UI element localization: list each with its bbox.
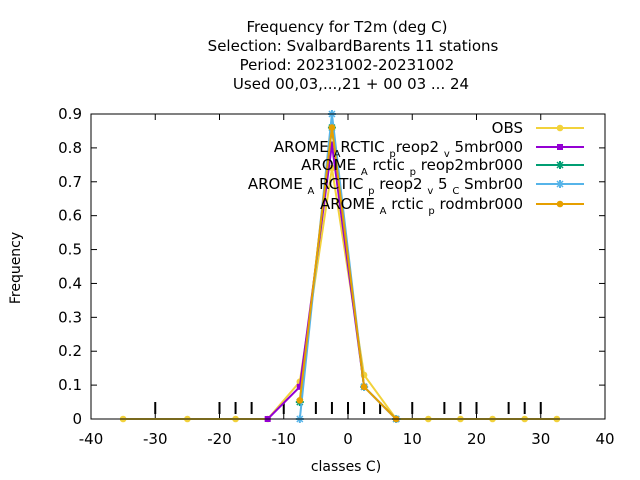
legend-label-part: C [452,186,459,197]
y-tick-label: 0.7 [58,173,82,191]
x-tick-label: -40 [79,430,104,448]
y-tick-label: 0.5 [58,241,82,259]
point-marker [556,161,564,169]
legend-label: AROME A rctic p reop2mbr000 [301,156,523,178]
legend-label: AROME A rctic p rodmbr000 [320,195,523,217]
series-line [298,126,397,420]
y-axis-label: Frequency [8,232,24,304]
legend-item: AROME A rctic p rodmbr000 [320,195,584,217]
chart-title: Frequency for T2m (deg C) Selection: Sva… [208,18,499,93]
point-marker [360,383,368,391]
legend-label-part: A [361,167,368,178]
x-tick-label: -10 [272,430,297,448]
x-tick-label: 10 [403,430,422,448]
legend-label-part: RCTIC [314,175,368,193]
title-line-4: Used 00,03,...,21 + 00 03 ... 24 [233,75,469,93]
legend-label-part: reop2 [374,175,427,193]
legend-label-part: rctic [368,156,410,174]
x-tick-label: -30 [143,430,168,448]
point-marker [556,124,564,132]
legend-label-part: p [368,186,374,197]
legend-item: OBS [492,119,584,137]
x-tick-label: 30 [531,430,550,448]
class-markers [154,402,542,414]
legend-label-part: RCTIC [340,138,389,156]
x-tick-label: 0 [343,430,353,448]
x-tick-label: 20 [467,430,486,448]
legend-label-part: AROME [320,195,380,213]
x-axis-label: classes C) [311,459,381,475]
legend-label-part: 5 [433,175,452,193]
y-tick-label: 0.8 [58,139,82,157]
point-marker [556,200,564,208]
legend-item: AROME A RCTIC p reop2 v 5 C Smbr00 [248,175,584,197]
legend-label: AROME ARCTIC preop2 v 5mbr000 [274,138,523,160]
point-marker [296,397,304,404]
legend-label-part: reop2 [396,138,444,156]
legend-label-part: 5mbr000 [450,138,523,156]
legend-label-part: rctic [386,195,428,213]
legend-label-part: p [428,206,434,217]
title-line-1: Frequency for T2m (deg C) [247,18,448,36]
point-marker [328,124,336,131]
title-line-3: Period: 20231002-20231002 [240,56,455,74]
x-tick-label: -20 [207,430,232,448]
y-tick-label: 0 [72,410,82,428]
y-tick-label: 0.2 [58,342,82,360]
legend-label-part: A [380,206,387,217]
legend-label-part: AROME [248,175,308,193]
point-marker [557,144,563,150]
point-marker [328,141,335,148]
legend-label-part: v [427,186,433,197]
legend-label-part: reop2mbr000 [416,156,523,174]
legend-label-part: OBS [492,119,523,137]
point-marker [328,164,336,172]
legend-label-part: rodmbr000 [435,195,523,213]
legend-label-part: p [389,149,395,160]
point-marker [296,383,303,390]
legend-label-part: p [410,167,416,178]
y-tick-label: 0.4 [58,274,82,292]
legend-label-part: AROME [274,138,334,156]
point-marker [556,180,564,188]
y-tick-label: 0.1 [58,376,82,394]
plot-frame [90,113,606,420]
legend-label-part: AROME [301,156,361,174]
y-tick-label: 0.6 [58,207,82,225]
legend-label-part: A [334,149,341,160]
legend-label-part: v [444,149,450,160]
legend-item: AROME A rctic p reop2mbr000 [301,156,584,178]
legend-label: AROME A RCTIC p reop2 v 5 C Smbr00 [248,175,523,197]
y-tick-label: 0.3 [58,308,82,326]
legend-label-part: Smbr00 [459,175,523,193]
legend-label: OBS [492,119,523,137]
legend-item: AROME ARCTIC preop2 v 5mbr000 [274,138,584,160]
title-line-2: Selection: SvalbardBarents 11 stations [208,37,499,55]
x-tick-label: 40 [595,430,614,448]
legend-label-part: A [308,186,315,197]
axis-ticks: -40 -30 -20 -10 0 10 20 30 40 0 0.1 0.2 0.3 0.4 0.5 0.6… [58,105,614,448]
y-tick-label: 0.9 [58,105,82,123]
